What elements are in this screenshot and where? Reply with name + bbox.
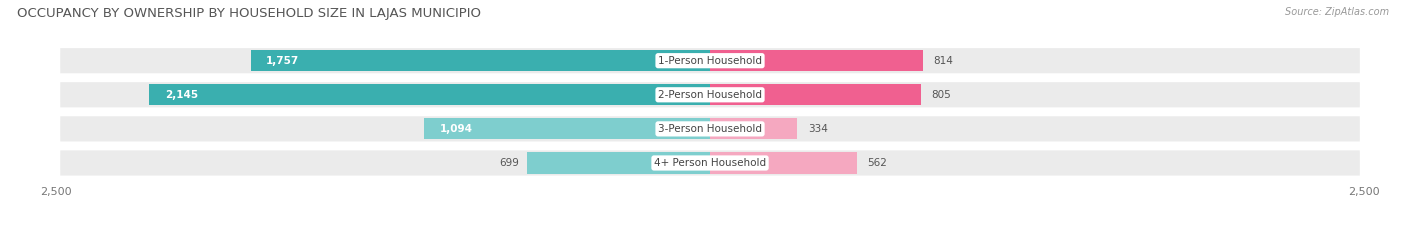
Text: 1,094: 1,094 [440,124,472,134]
Text: 3-Person Household: 3-Person Household [658,124,762,134]
Bar [250,50,710,71]
FancyBboxPatch shape [59,115,1361,143]
Text: Source: ZipAtlas.com: Source: ZipAtlas.com [1285,7,1389,17]
Legend: Owner-occupied, Renter-occupied: Owner-occupied, Renter-occupied [595,230,825,233]
Bar [710,118,797,140]
Bar [710,84,921,105]
FancyBboxPatch shape [59,149,1361,177]
Bar [149,84,710,105]
Text: 699: 699 [499,158,519,168]
Bar [425,118,710,140]
Bar [710,50,922,71]
Text: 1-Person Household: 1-Person Household [658,56,762,66]
Text: 805: 805 [931,90,950,100]
Text: OCCUPANCY BY OWNERSHIP BY HOUSEHOLD SIZE IN LAJAS MUNICIPIO: OCCUPANCY BY OWNERSHIP BY HOUSEHOLD SIZE… [17,7,481,20]
Bar [710,152,858,174]
Text: 814: 814 [934,56,953,66]
Text: 334: 334 [808,124,828,134]
Bar [527,152,710,174]
FancyBboxPatch shape [59,81,1361,109]
Text: 2,145: 2,145 [165,90,198,100]
Text: 2-Person Household: 2-Person Household [658,90,762,100]
Text: 4+ Person Household: 4+ Person Household [654,158,766,168]
Text: 562: 562 [868,158,887,168]
FancyBboxPatch shape [59,47,1361,75]
Text: 1,757: 1,757 [266,56,299,66]
